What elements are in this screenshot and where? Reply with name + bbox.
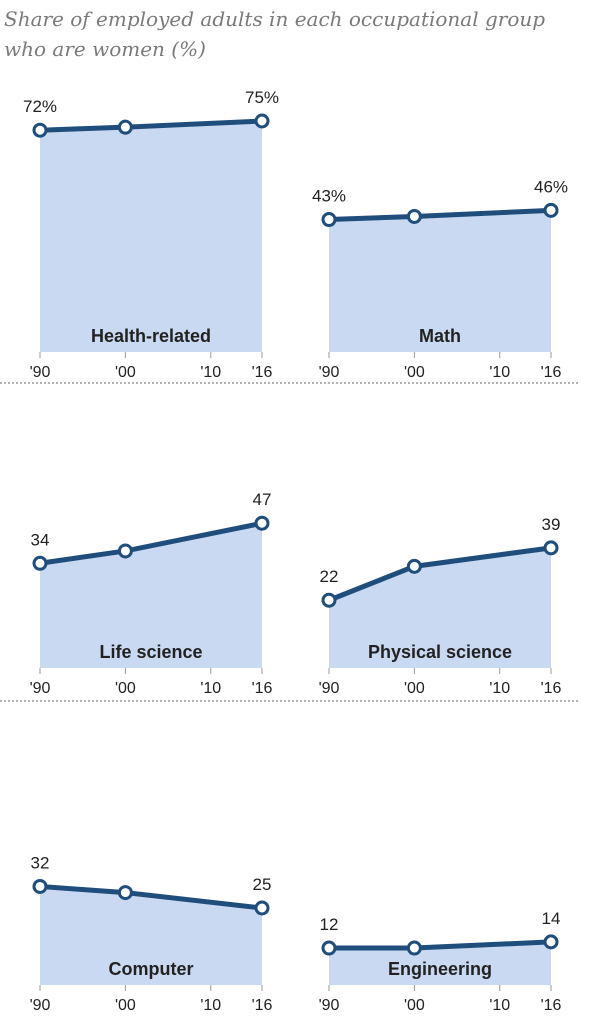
math-tick-label-2000: '00 bbox=[404, 364, 425, 381]
health-related-point-2000 bbox=[117, 119, 133, 135]
computer-tick-label-1990: '90 bbox=[30, 997, 51, 1014]
engineering-point-1990 bbox=[321, 940, 337, 956]
life-science-area bbox=[40, 523, 262, 668]
engineering-point-2016 bbox=[543, 934, 559, 950]
computer-tick-label-2000: '00 bbox=[115, 997, 136, 1014]
physical-science-panel-label: Physical science bbox=[368, 642, 512, 662]
computer-tick-label-2010: '10 bbox=[200, 997, 221, 1014]
math-area bbox=[329, 210, 551, 352]
engineering-value-label-1990: 12 bbox=[320, 915, 339, 934]
math-tick-label-1990: '90 bbox=[319, 364, 340, 381]
health-related-tick-label-2016: '16 bbox=[252, 364, 273, 381]
physical-science-value-label-2016: 39 bbox=[542, 515, 561, 534]
life-science-tick-label-1990: '90 bbox=[30, 680, 51, 697]
computer-point-1990 bbox=[32, 878, 48, 894]
physical-science-value-label-1990: 22 bbox=[320, 567, 339, 586]
chart-title-line-1: Share of employed adults in each occupat… bbox=[4, 7, 546, 31]
engineering-tick-label-2000: '00 bbox=[404, 997, 425, 1014]
math-point-2000 bbox=[406, 208, 422, 224]
physical-science-point-1990 bbox=[321, 592, 337, 608]
health-related-point-1990 bbox=[32, 122, 48, 138]
life-science-tick-label-2010: '10 bbox=[200, 680, 221, 697]
life-science-value-label-1990: 34 bbox=[31, 530, 50, 549]
physical-science-tick-label-1990: '90 bbox=[319, 680, 340, 697]
health-related-tick-label-1990: '90 bbox=[30, 364, 51, 381]
health-related-value-label-1990: 72% bbox=[23, 97, 57, 116]
health-related-point-2016 bbox=[254, 113, 270, 129]
health-related-tick-label-2010: '10 bbox=[200, 364, 221, 381]
computer-area bbox=[40, 886, 262, 985]
health-related-area bbox=[40, 121, 262, 352]
math-tick-label-2010: '10 bbox=[489, 364, 510, 381]
engineering-panel-label: Engineering bbox=[388, 959, 492, 979]
physical-science-tick-label-2000: '00 bbox=[404, 680, 425, 697]
life-science-point-2016 bbox=[254, 515, 270, 531]
physical-science-point-2016 bbox=[543, 540, 559, 556]
computer-point-2000 bbox=[117, 885, 133, 901]
health-related-tick-label-2000: '00 bbox=[115, 364, 136, 381]
health-related-value-label-2016: 75% bbox=[245, 88, 279, 107]
math-point-2016 bbox=[543, 202, 559, 218]
computer-tick-label-2016: '16 bbox=[252, 997, 273, 1014]
engineering-area bbox=[329, 941, 551, 985]
physical-science-point-2000 bbox=[406, 558, 422, 574]
math-point-1990 bbox=[321, 212, 337, 228]
computer-panel-label: Computer bbox=[109, 959, 194, 979]
life-science-tick-label-2016: '16 bbox=[252, 680, 273, 697]
life-science-value-label-2016: 47 bbox=[253, 490, 272, 509]
life-science-point-2000 bbox=[117, 543, 133, 559]
physical-science-tick-label-2010: '10 bbox=[489, 680, 510, 697]
computer-value-label-1990: 32 bbox=[31, 853, 50, 872]
physical-science-area bbox=[329, 547, 551, 668]
chart-title-line-2: who are women (%) bbox=[4, 37, 206, 61]
engineering-tick-label-2016: '16 bbox=[541, 997, 562, 1014]
engineering-point-2000 bbox=[406, 940, 422, 956]
life-science-tick-label-2000: '00 bbox=[115, 680, 136, 697]
math-tick-label-2016: '16 bbox=[541, 364, 562, 381]
computer-point-2016 bbox=[254, 900, 270, 916]
life-science-panel-label: Life science bbox=[99, 642, 202, 662]
chart-title: Share of employed adults in each occupat… bbox=[4, 4, 584, 64]
health-related-panel-label: Health-related bbox=[91, 326, 211, 346]
math-value-label-2016: 46% bbox=[534, 177, 568, 196]
computer-value-label-2016: 25 bbox=[253, 875, 272, 894]
math-panel-label: Math bbox=[419, 326, 461, 346]
engineering-tick-label-2010: '10 bbox=[489, 997, 510, 1014]
physical-science-tick-label-2016: '16 bbox=[541, 680, 562, 697]
life-science-point-1990 bbox=[32, 555, 48, 571]
engineering-tick-label-1990: '90 bbox=[319, 997, 340, 1014]
engineering-value-label-2016: 14 bbox=[542, 909, 561, 928]
math-value-label-1990: 43% bbox=[312, 187, 346, 206]
